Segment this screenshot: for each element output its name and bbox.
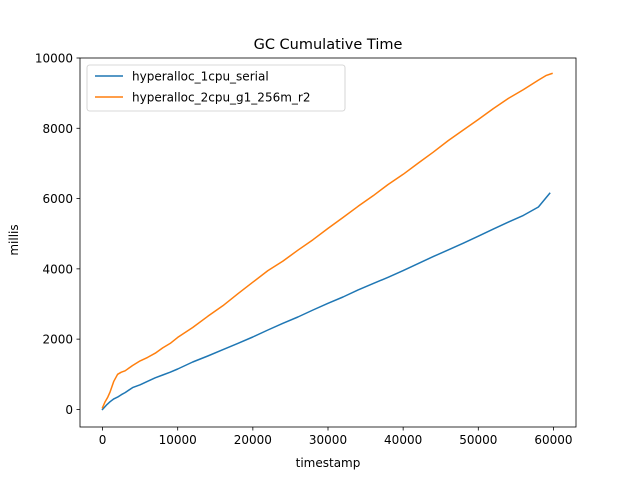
legend: hyperalloc_1cpu_serial hyperalloc_2cpu_g1… [86, 64, 346, 112]
y-tick-label: 2000 [42, 333, 73, 347]
legend-label-2: hyperalloc_2cpu_g1_256m_r2 [132, 91, 310, 105]
plot-area: 0 10000 20000 30000 40000 50000 60000 0 2000 4000… [35, 52, 577, 447]
x-tick-label: 60000 [534, 433, 572, 447]
x-tick-label: 50000 [459, 433, 497, 447]
x-tick-label: 30000 [309, 433, 347, 447]
y-tick-label: 10000 [35, 52, 73, 66]
chart-title: GC Cumulative Time [254, 37, 403, 53]
x-tick-label: 20000 [234, 433, 272, 447]
series-line-2 [101, 72, 553, 409]
series-line-1 [101, 192, 551, 411]
y-axis-label: millis [7, 224, 21, 255]
x-axis-label: timestamp [296, 456, 361, 470]
legend-box [86, 64, 346, 112]
legend-label-1: hyperalloc_1cpu_serial [132, 70, 269, 84]
x-tick-label: 40000 [384, 433, 422, 447]
y-tick-label: 8000 [42, 122, 73, 136]
x-tick-label: 0 [99, 433, 107, 447]
x-tick-label: 10000 [159, 433, 197, 447]
y-tick-label: 0 [65, 403, 73, 417]
y-tick-label: 4000 [42, 262, 73, 276]
y-tick-label: 6000 [42, 192, 73, 206]
